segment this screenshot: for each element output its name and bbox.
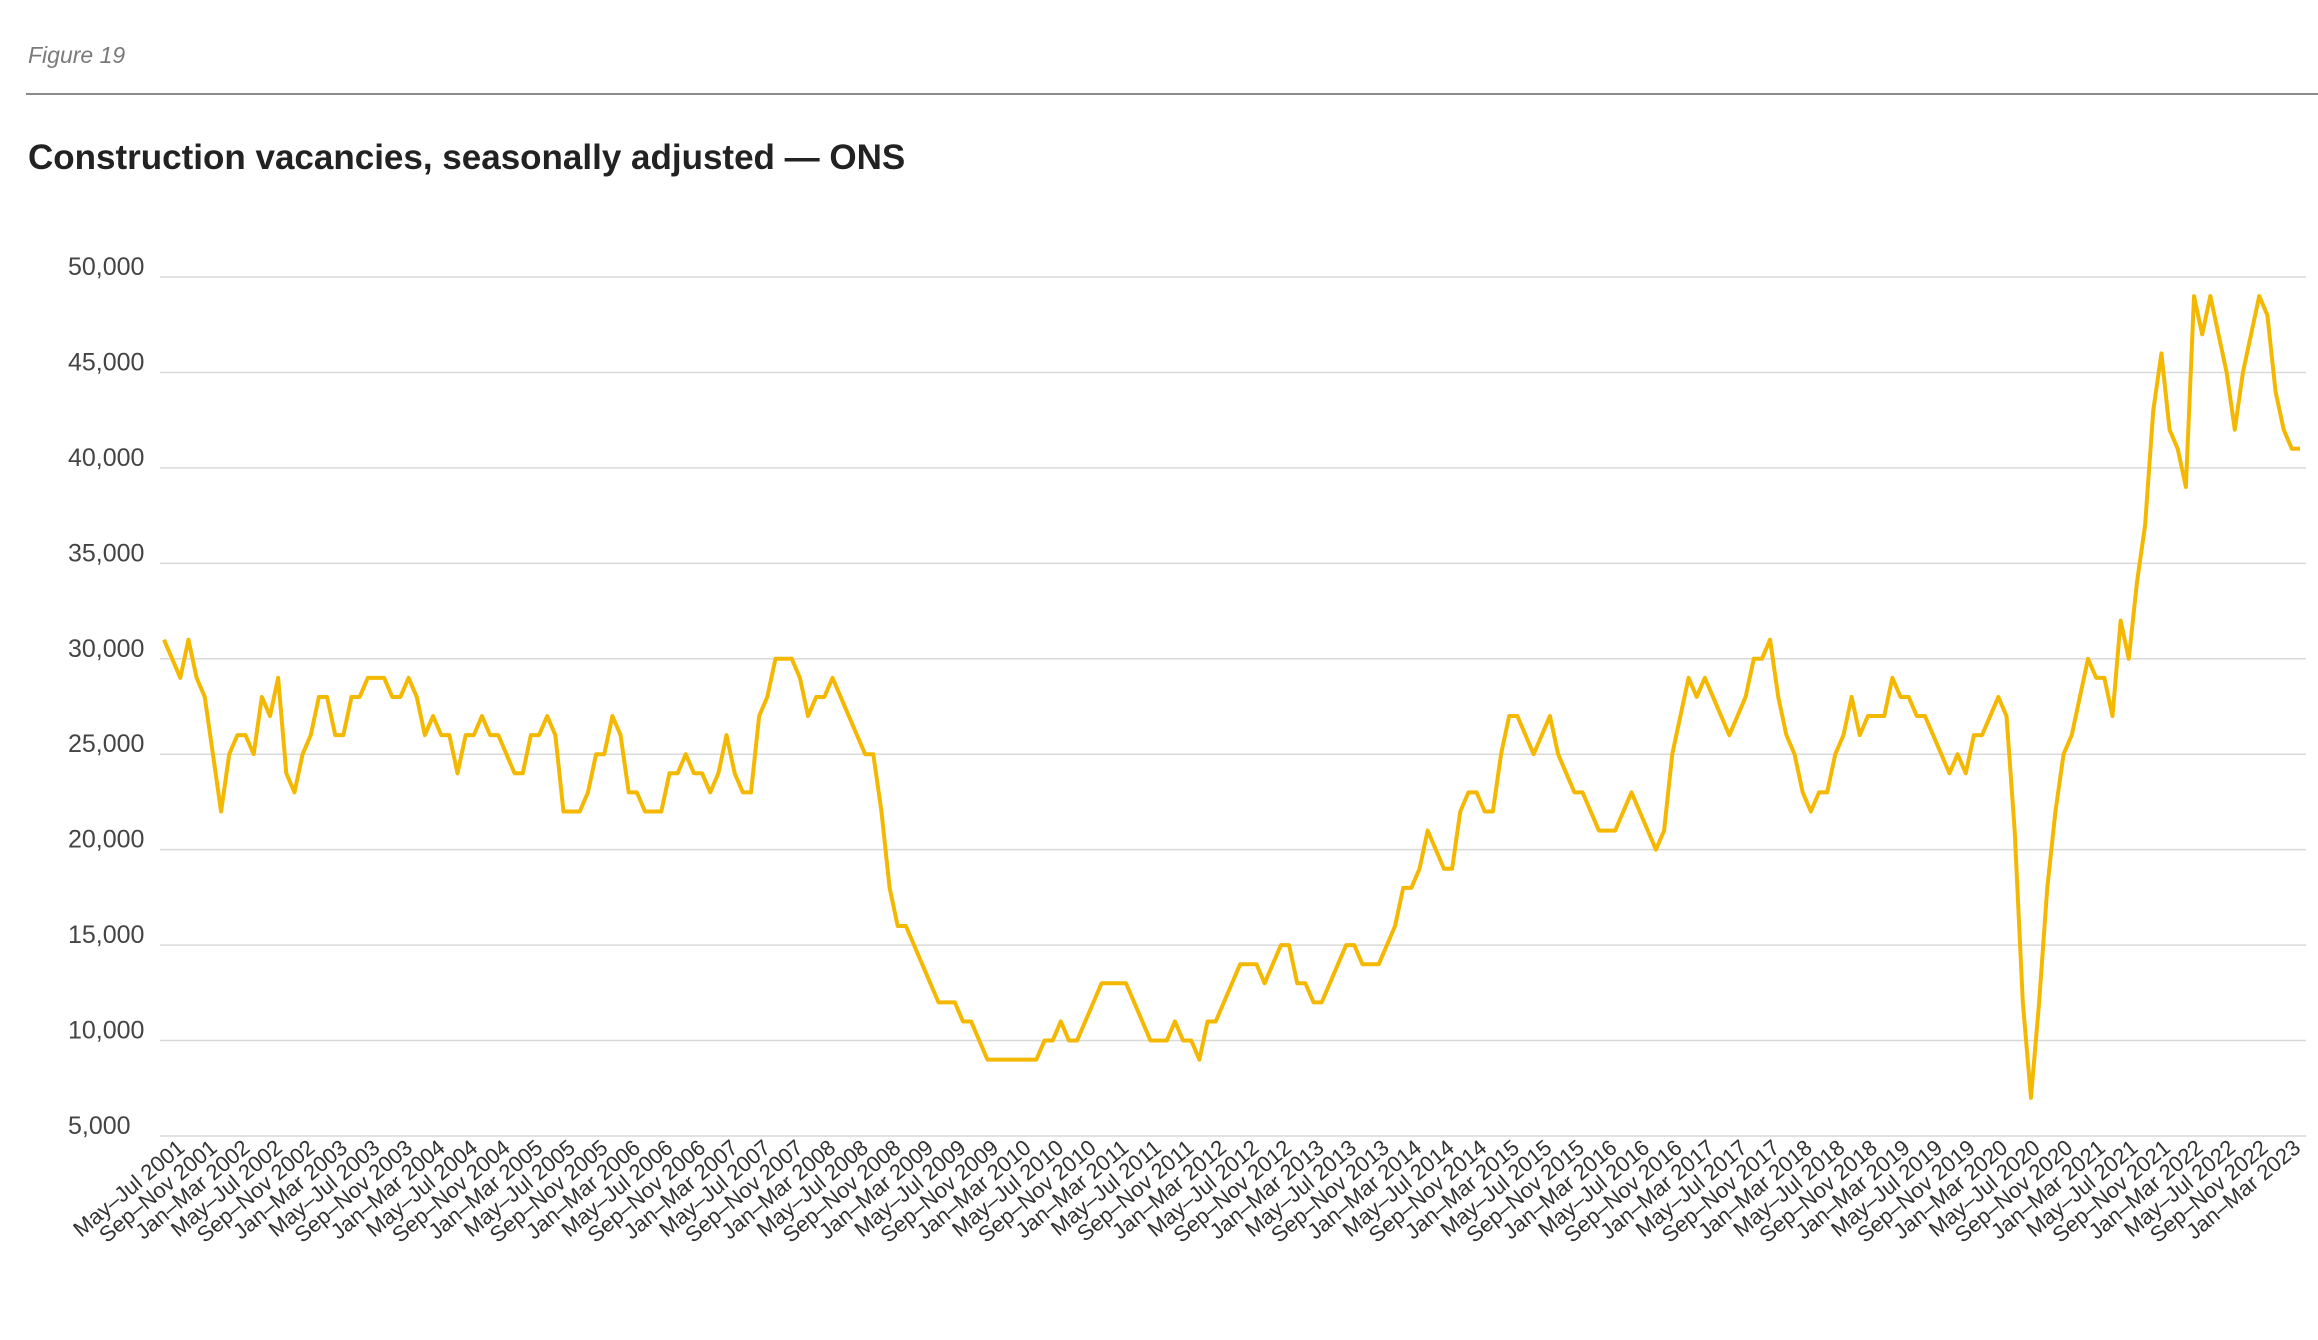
y-tick-label: 15,000 bbox=[68, 921, 144, 949]
chart-title: Construction vacancies, seasonally adjus… bbox=[28, 138, 906, 177]
y-tick-label: 40,000 bbox=[68, 444, 144, 472]
y-tick-label: 25,000 bbox=[68, 730, 144, 758]
y-tick-label: 50,000 bbox=[68, 253, 144, 281]
header-divider bbox=[26, 93, 2318, 95]
y-tick-label: 10,000 bbox=[68, 1017, 144, 1045]
series-line bbox=[162, 294, 2300, 1100]
y-tick-label: 45,000 bbox=[68, 348, 144, 376]
figure-label: Figure 19 bbox=[28, 42, 126, 68]
y-tick-label: 5,000 bbox=[68, 1112, 131, 1140]
y-tick-label: 20,000 bbox=[68, 826, 144, 854]
y-tick-label: 35,000 bbox=[68, 539, 144, 567]
y-tick-label: 30,000 bbox=[68, 635, 144, 663]
